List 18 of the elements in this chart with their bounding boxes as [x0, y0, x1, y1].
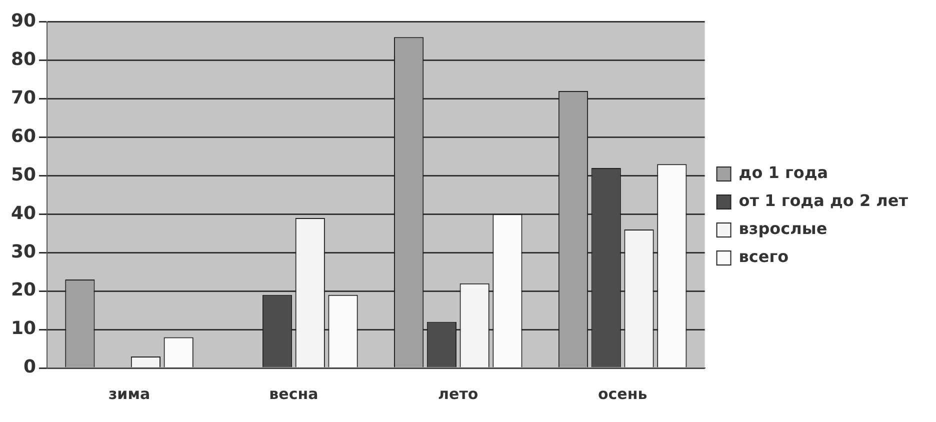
x-tick-label: весна	[269, 384, 318, 403]
y-tick-label: 60	[10, 126, 36, 147]
x-tick-label: зима	[108, 384, 150, 403]
x-tick-label: осень	[598, 384, 648, 403]
legend-label: всего	[738, 247, 789, 266]
y-tick-label: 90	[10, 10, 36, 32]
y-tick-label: 30	[10, 241, 36, 262]
legend-label: от 1 года до 2 лет	[738, 191, 909, 210]
y-tick-label: 50	[10, 164, 36, 186]
legend-label: взрослые	[738, 219, 828, 238]
y-tick-label: 20	[10, 280, 36, 301]
y-tick-label: 70	[10, 87, 36, 108]
x-tick-label: лето	[438, 384, 478, 403]
y-tick-label: 40	[10, 202, 36, 224]
legend-label: до 1 года	[738, 163, 828, 182]
y-tick-label: 80	[10, 48, 36, 70]
y-tick-label: 10	[10, 318, 36, 340]
y-tick-label: 0	[24, 356, 36, 378]
